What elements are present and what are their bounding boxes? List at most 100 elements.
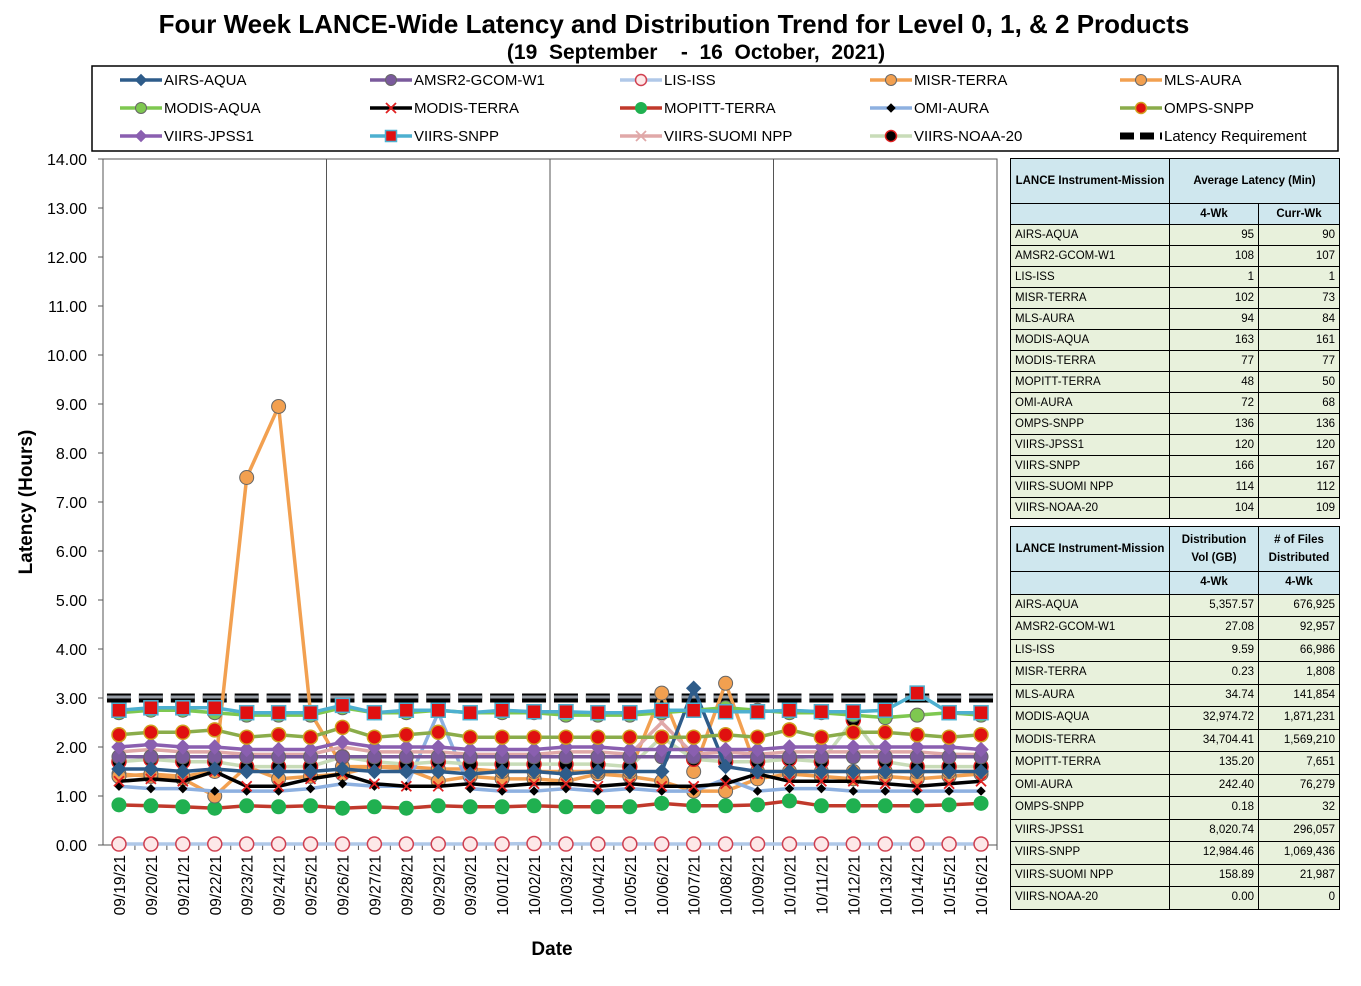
data-point bbox=[271, 398, 287, 414]
x-tick-label: 09/24/21 bbox=[272, 855, 289, 915]
latency-cell: 102 bbox=[1169, 287, 1259, 309]
x-tick-label: 10/12/21 bbox=[846, 855, 863, 915]
latency-row: VIIRS-NOAA-20 104 109 bbox=[1010, 497, 1340, 519]
data-point bbox=[270, 763, 287, 780]
latency-cell: AMSR2-GCOM-W1 bbox=[1010, 245, 1170, 267]
data-point bbox=[718, 783, 734, 799]
data-point bbox=[688, 780, 700, 792]
latency-cell: 72 bbox=[1169, 392, 1259, 414]
data-point bbox=[752, 786, 763, 796]
dist-cell: 1,069,436 bbox=[1258, 841, 1340, 865]
dist-cell: 34.74 bbox=[1169, 683, 1259, 707]
data-point bbox=[464, 778, 476, 790]
x-tick-label: 10/11/21 bbox=[814, 855, 831, 914]
data-point bbox=[526, 798, 542, 814]
data-point bbox=[845, 739, 862, 755]
dist-cell: OMI-AURA bbox=[1010, 773, 1170, 797]
x-tick-label: 10/10/21 bbox=[782, 855, 799, 915]
data-point bbox=[366, 729, 383, 745]
dist-cell: MODIS-TERRA bbox=[1010, 728, 1170, 752]
data-point bbox=[302, 729, 319, 745]
dist-cell: 158.89 bbox=[1169, 863, 1259, 887]
data-point bbox=[635, 130, 647, 142]
dist-cell: MISR-TERRA bbox=[1010, 661, 1170, 685]
data-point bbox=[909, 707, 925, 723]
data-point bbox=[302, 763, 319, 780]
latency-row: OMPS-SNPP 136 136 bbox=[1010, 413, 1340, 435]
latency-cell: 48 bbox=[1169, 371, 1259, 393]
dist-cell: 12,984.46 bbox=[1169, 841, 1259, 865]
dist-sub-4wk2: 4-Wk bbox=[1258, 571, 1340, 595]
data-point bbox=[526, 763, 542, 780]
latency-row: AMSR2-GCOM-W1 108 107 bbox=[1010, 245, 1340, 267]
data-point bbox=[590, 836, 606, 852]
data-point bbox=[238, 836, 255, 852]
latency-cell: VIIRS-SUOMI NPP bbox=[1010, 476, 1170, 498]
dist-cell: AMSR2-GCOM-W1 bbox=[1010, 616, 1170, 640]
data-point bbox=[384, 129, 398, 143]
data-point bbox=[175, 700, 191, 716]
data-point bbox=[494, 729, 510, 745]
data-point bbox=[909, 685, 925, 701]
data-point bbox=[462, 729, 478, 745]
dist-cell: 242.40 bbox=[1169, 773, 1259, 797]
data-point bbox=[885, 74, 897, 86]
latency-row: MLS-AURA 94 84 bbox=[1010, 308, 1340, 330]
y-tick-label: 0.00 bbox=[56, 838, 87, 855]
data-point bbox=[622, 763, 638, 780]
latency-cell: AIRS-AQUA bbox=[1010, 224, 1170, 246]
series-line bbox=[118, 725, 982, 739]
data-point bbox=[781, 793, 797, 809]
data-point bbox=[624, 778, 636, 790]
series-airs-aqua bbox=[111, 680, 989, 782]
dist-cell: 76,279 bbox=[1258, 773, 1340, 797]
data-point bbox=[717, 758, 734, 775]
data-point bbox=[398, 702, 415, 718]
data-point bbox=[385, 74, 397, 86]
series-lines bbox=[106, 398, 994, 852]
data-point bbox=[717, 703, 734, 720]
data-point bbox=[334, 761, 351, 777]
data-point bbox=[494, 741, 510, 758]
legend-label: VIIRS-SUOMI NPP bbox=[664, 128, 792, 145]
data-point bbox=[113, 775, 125, 787]
data-point bbox=[781, 722, 798, 738]
data-point bbox=[941, 729, 957, 745]
data-point bbox=[847, 775, 859, 787]
latency-cell: 1 bbox=[1258, 266, 1340, 288]
data-point bbox=[272, 780, 285, 792]
latency-cell: 104 bbox=[1169, 497, 1259, 519]
latency-sub-4wk: 4-Wk bbox=[1169, 203, 1259, 225]
latency-cell: VIIRS-NOAA-20 bbox=[1010, 497, 1170, 519]
x-tick-label: 10/09/21 bbox=[751, 855, 768, 915]
data-point bbox=[558, 766, 574, 782]
latency-cell: 120 bbox=[1258, 434, 1340, 456]
y-tick-label: 12.00 bbox=[47, 250, 87, 267]
data-point bbox=[909, 836, 925, 852]
data-point bbox=[270, 741, 287, 758]
data-point bbox=[877, 739, 893, 755]
data-point bbox=[909, 763, 925, 780]
data-point bbox=[432, 780, 444, 792]
x-tick-label: 10/01/21 bbox=[495, 855, 512, 915]
dist-cell: MODIS-AQUA bbox=[1010, 706, 1170, 730]
latency-cell: 50 bbox=[1258, 371, 1340, 393]
data-point bbox=[685, 729, 702, 745]
data-point bbox=[654, 741, 670, 758]
x-tick-label: 10/02/21 bbox=[527, 855, 544, 915]
dist-row: MODIS-AQUA 32,974.72 1,871,231 bbox=[1010, 706, 1340, 730]
data-point bbox=[303, 798, 319, 814]
latency-cell: 107 bbox=[1258, 245, 1340, 267]
latency-cell: 136 bbox=[1258, 413, 1340, 435]
y-tick-label: 5.00 bbox=[56, 593, 87, 610]
y-tick-label: 2.00 bbox=[56, 740, 87, 757]
legend-item: MISR-TERRA bbox=[870, 72, 1007, 89]
x-tick-label: 10/03/21 bbox=[559, 855, 576, 915]
data-point bbox=[1134, 101, 1148, 115]
x-tick-label: 10/08/21 bbox=[719, 855, 736, 915]
dist-row: AIRS-AQUA 5,357.57 676,925 bbox=[1010, 593, 1340, 617]
data-point bbox=[462, 704, 478, 721]
legend-item: Latency Requirement bbox=[1120, 128, 1307, 145]
data-point bbox=[941, 704, 957, 721]
dist-cell: 0.23 bbox=[1169, 661, 1259, 685]
